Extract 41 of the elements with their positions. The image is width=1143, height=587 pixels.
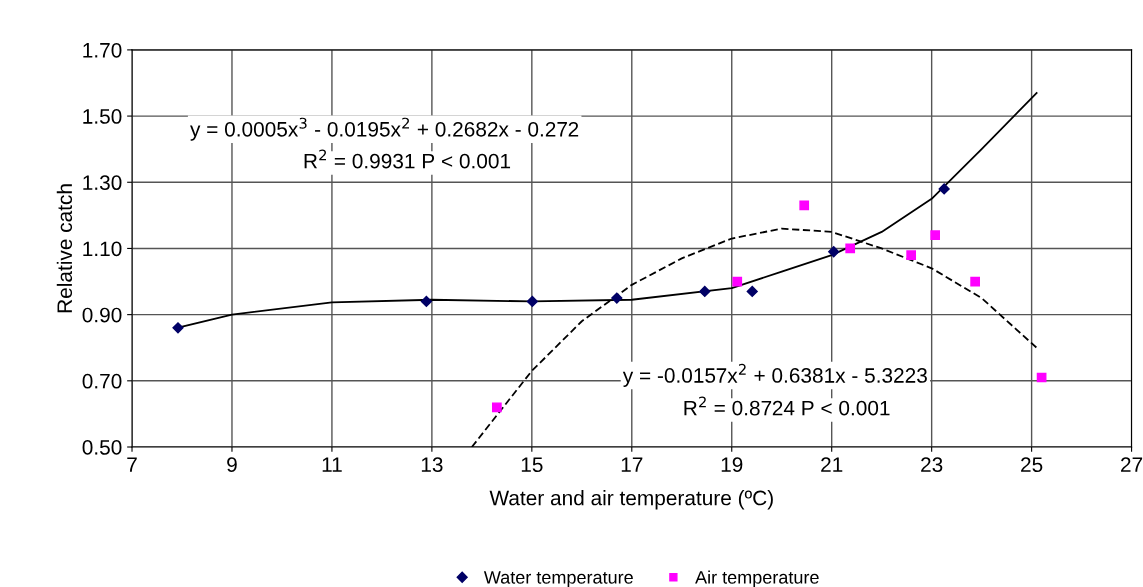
y-tick-label: 0.70 bbox=[82, 373, 122, 389]
point bbox=[699, 285, 711, 298]
point bbox=[799, 200, 810, 211]
x-tick-label: 15 bbox=[521, 457, 543, 473]
annotation: R$^{2}$ = 0.8724 P < 0.001 bbox=[684, 396, 890, 416]
x-tick-label: 19 bbox=[721, 457, 743, 473]
point bbox=[526, 295, 538, 308]
y-tick-label: 1.30 bbox=[83, 175, 122, 191]
legend-label: Air temperature bbox=[695, 570, 819, 587]
point bbox=[420, 295, 432, 308]
x-tick-label: 17 bbox=[621, 457, 643, 472]
point bbox=[828, 246, 840, 258]
x-tick-label: 7 bbox=[127, 457, 137, 472]
x-tick-label: 27 bbox=[1121, 457, 1143, 472]
y-tick-label: 1.10 bbox=[83, 241, 122, 257]
x-tick-label: 25 bbox=[1021, 457, 1043, 473]
point bbox=[611, 292, 623, 304]
point bbox=[172, 322, 184, 334]
point bbox=[491, 402, 502, 413]
y-axis-title: Relative catch bbox=[56, 184, 73, 313]
point bbox=[906, 250, 917, 260]
point bbox=[732, 276, 743, 287]
y-tick-label: 0.90 bbox=[82, 307, 122, 323]
y-tick-label: 1.50 bbox=[83, 109, 122, 124]
annotation: R$^{2}$ = 0.9931 P < 0.001 bbox=[304, 149, 511, 169]
point bbox=[970, 276, 981, 287]
point bbox=[930, 230, 941, 241]
y-tick-label: 1.70 bbox=[83, 42, 122, 58]
y-tick-label: 0.50 bbox=[82, 440, 122, 455]
x-axis-title: Water and air temperature (ºC) bbox=[489, 490, 773, 510]
annotation: y = 0.0005x$^{3}$ - 0.0195x$^{2}$ + 0.2682x - 0.272 bbox=[190, 117, 579, 141]
x-tick-label: 9 bbox=[227, 457, 237, 473]
point bbox=[746, 285, 758, 298]
x-tick-label: 11 bbox=[322, 457, 342, 472]
x-tick-label: 13 bbox=[421, 457, 443, 473]
x-tick-label: 21 bbox=[821, 457, 843, 472]
annotation: y = -0.0157x$^{2}$ + 0.6381x - 5.3223 bbox=[622, 363, 927, 387]
x-tick-label: 23 bbox=[921, 457, 943, 473]
legend-label: Water temperature bbox=[483, 571, 633, 587]
point bbox=[938, 183, 950, 195]
point bbox=[845, 243, 856, 254]
